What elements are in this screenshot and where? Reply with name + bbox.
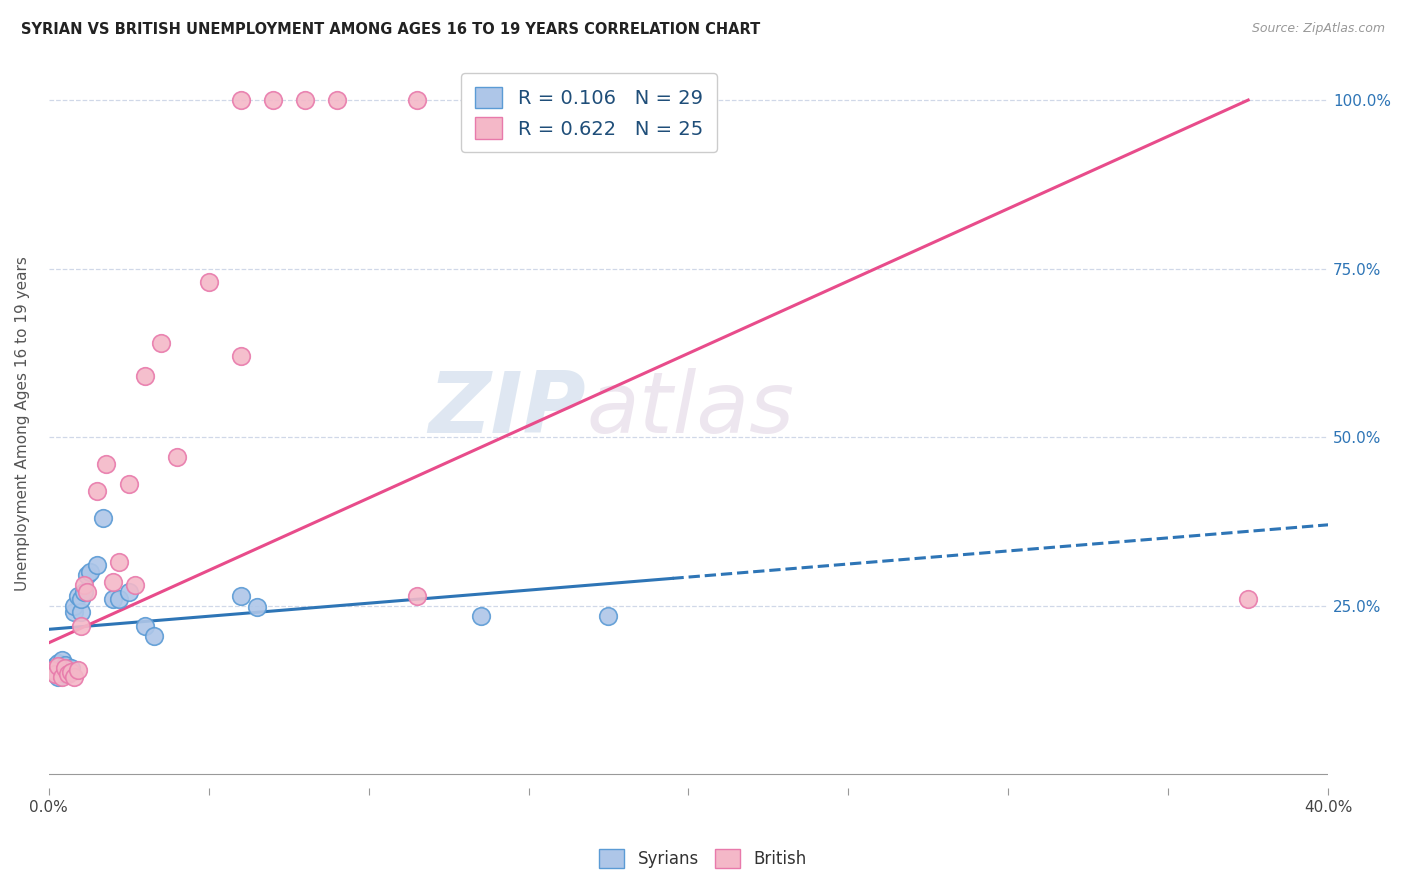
Point	[229, 93, 252, 107]
Point	[60, 665, 83, 679]
Point	[73, 578, 96, 592]
Point	[678, 93, 700, 107]
Point	[66, 663, 89, 677]
Point	[149, 335, 172, 350]
Point	[143, 629, 166, 643]
Point	[470, 608, 492, 623]
Point	[229, 349, 252, 363]
Point	[86, 558, 108, 573]
Legend: R = 0.106   N = 29, R = 0.622   N = 25: R = 0.106 N = 29, R = 0.622 N = 25	[461, 73, 717, 153]
Point	[91, 511, 114, 525]
Point	[56, 667, 79, 681]
Point	[69, 591, 91, 606]
Point	[41, 663, 63, 677]
Text: ZIP: ZIP	[429, 368, 586, 450]
Point	[108, 591, 131, 606]
Point	[108, 555, 131, 569]
Point	[118, 585, 141, 599]
Point	[294, 93, 316, 107]
Point	[44, 667, 66, 681]
Point	[60, 661, 83, 675]
Point	[96, 457, 118, 471]
Point	[53, 661, 76, 675]
Legend: Syrians, British: Syrians, British	[592, 843, 814, 875]
Point	[51, 663, 73, 677]
Point	[46, 669, 69, 683]
Point	[101, 591, 124, 606]
Point	[405, 589, 427, 603]
Point	[598, 608, 620, 623]
Point	[56, 663, 79, 677]
Point	[86, 484, 108, 499]
Point	[1237, 591, 1260, 606]
Point	[66, 589, 89, 603]
Point	[69, 619, 91, 633]
Point	[44, 659, 66, 673]
Point	[69, 606, 91, 620]
Point	[73, 585, 96, 599]
Point	[51, 653, 73, 667]
Point	[405, 93, 427, 107]
Text: SYRIAN VS BRITISH UNEMPLOYMENT AMONG AGES 16 TO 19 YEARS CORRELATION CHART: SYRIAN VS BRITISH UNEMPLOYMENT AMONG AGE…	[21, 22, 761, 37]
Point	[134, 619, 156, 633]
Point	[46, 659, 69, 673]
Point	[166, 450, 188, 465]
Point	[124, 578, 146, 592]
Point	[101, 575, 124, 590]
Point	[46, 656, 69, 670]
Point	[118, 477, 141, 491]
Point	[41, 663, 63, 677]
Point	[76, 568, 98, 582]
Point	[262, 93, 284, 107]
Point	[325, 93, 347, 107]
Point	[63, 599, 86, 613]
Point	[134, 369, 156, 384]
Point	[79, 565, 101, 579]
Point	[76, 585, 98, 599]
Y-axis label: Unemployment Among Ages 16 to 19 years: Unemployment Among Ages 16 to 19 years	[15, 256, 30, 591]
Text: Source: ZipAtlas.com: Source: ZipAtlas.com	[1251, 22, 1385, 36]
Point	[229, 589, 252, 603]
Point	[197, 275, 219, 289]
Point	[63, 606, 86, 620]
Point	[63, 669, 86, 683]
Point	[246, 600, 269, 615]
Point	[53, 658, 76, 673]
Point	[53, 667, 76, 681]
Text: atlas: atlas	[586, 368, 794, 450]
Point	[51, 669, 73, 683]
